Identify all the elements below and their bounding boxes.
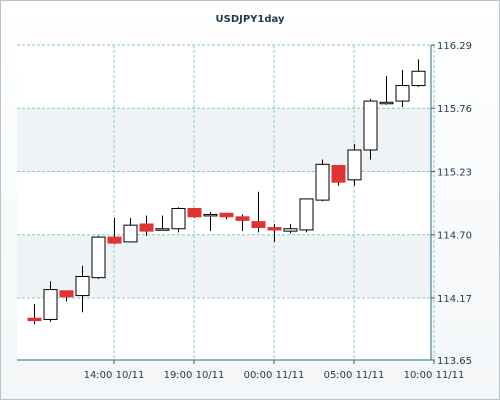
background-bands — [17, 45, 431, 360]
candle — [139, 215, 154, 236]
candle-body-bearish — [331, 165, 346, 183]
candle-body-bullish — [283, 228, 298, 232]
candle-body-bullish — [43, 289, 58, 320]
candle-series — [27, 59, 426, 325]
candle — [107, 218, 122, 245]
x-tick-label: 00:00 11/11 — [244, 370, 305, 381]
candle — [91, 235, 106, 279]
candle-body-bullish — [299, 198, 314, 231]
candle-body-bullish — [411, 70, 426, 87]
x-tick-label: 05:00 11/11 — [324, 370, 385, 381]
candle — [315, 159, 330, 202]
candle — [395, 70, 410, 108]
candle-body-bullish — [379, 101, 394, 105]
candle-body-bearish — [27, 317, 42, 322]
candle-body-bearish — [267, 227, 282, 231]
candle — [267, 223, 282, 242]
candle — [187, 207, 202, 219]
candle — [203, 212, 218, 232]
candle — [43, 281, 58, 322]
candle-body-bearish — [139, 223, 154, 232]
candle — [59, 290, 74, 302]
x-tick-label: 10:00 11/11 — [404, 370, 465, 381]
y-tick-label: 115.23 — [437, 167, 472, 178]
y-tick-label: 113.65 — [437, 356, 472, 367]
candle — [251, 191, 266, 233]
candle — [331, 165, 346, 186]
candle — [379, 76, 394, 105]
y-tick-label: 116.29 — [437, 41, 472, 52]
candle — [123, 218, 138, 243]
candle — [347, 144, 362, 186]
plot-area — [17, 45, 431, 360]
candle — [155, 215, 170, 231]
candle — [219, 212, 234, 220]
candle-body-bullish — [363, 100, 378, 151]
candle-body-bearish — [59, 290, 74, 298]
candle-body-bullish — [155, 228, 170, 231]
alternate-band — [17, 108, 431, 172]
candle — [283, 223, 298, 234]
candle-body-bullish — [123, 224, 138, 243]
y-tick-label: 114.70 — [437, 231, 472, 242]
candle — [363, 98, 378, 160]
chart-title: USDJPY1day — [216, 14, 285, 25]
candle — [27, 303, 42, 325]
candle-body-bullish — [91, 236, 106, 279]
candle-body-bullish — [203, 213, 218, 217]
axes: 116.29 115.76 115.23 114.70 114.17 113.65 14:0… — [17, 41, 472, 381]
candle-body-bearish — [235, 216, 250, 221]
y-tick-label: 115.76 — [437, 104, 472, 115]
x-tick-label: 19:00 10/11 — [164, 370, 225, 381]
y-tick-label: 114.17 — [437, 294, 472, 305]
candle-body-bullish — [347, 149, 362, 181]
candle-body-bearish — [219, 212, 234, 218]
candle-body-bearish — [107, 236, 122, 244]
candle-body-bullish — [315, 163, 330, 201]
candle — [299, 198, 314, 233]
candle-body-bullish — [171, 207, 186, 230]
candle — [411, 59, 426, 87]
candle — [171, 207, 186, 233]
candle-body-bullish — [75, 275, 90, 297]
x-tick-label: 14:00 10/11 — [84, 370, 145, 381]
candle-body-bullish — [395, 85, 410, 102]
candle-body-bearish — [251, 221, 266, 229]
candle — [235, 214, 250, 232]
candle — [75, 265, 90, 313]
candle-body-bearish — [187, 207, 202, 218]
